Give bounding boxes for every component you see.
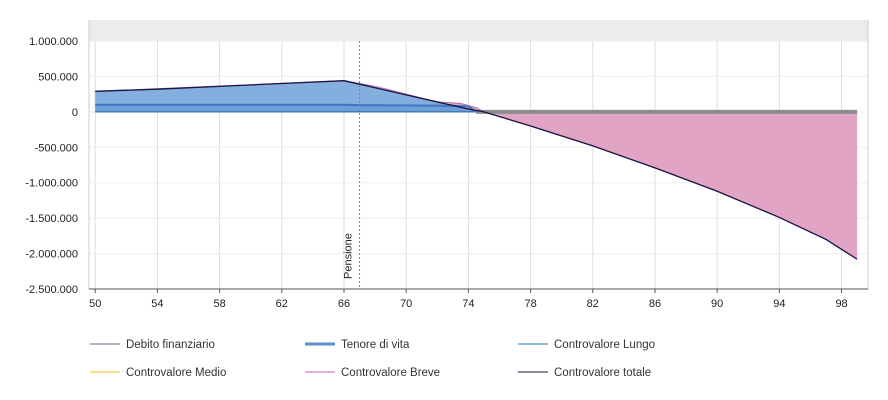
plot-header-band: [89, 20, 868, 41]
line-controvalore-totale: [95, 80, 858, 260]
y-tick-label-5: -1.500.000: [25, 213, 78, 225]
legend-label-1: Tenore di vita: [341, 339, 410, 351]
y-tick-label-4: -1.000.000: [25, 178, 78, 190]
y-tick-label-3: -500.000: [35, 142, 78, 154]
legend-label-2: Controvalore Lungo: [554, 339, 655, 351]
x-tick-label-4: 66: [338, 298, 350, 310]
area-tenore-di-vita: [95, 104, 477, 112]
line-tenore-di-vita: [95, 103, 477, 113]
legend-label-4: Controvalore Breve: [341, 367, 440, 379]
x-tick-label-5: 70: [400, 298, 412, 310]
x-tick-label-10: 90: [711, 298, 723, 310]
area-controvalore-breve: [476, 111, 858, 260]
x-tick-label-11: 94: [773, 298, 785, 310]
y-tick-label-7: -2.500.000: [25, 284, 78, 296]
x-tick-label-6: 74: [462, 298, 474, 310]
y-tick-label-6: -2.000.000: [25, 249, 78, 261]
x-tick-label-1: 54: [151, 298, 163, 310]
retirement-annotation: Pensione: [343, 41, 361, 289]
y-tick-label-0: 1.000.000: [29, 36, 78, 48]
legend-label-0: Debito finanziario: [126, 339, 215, 351]
y-tick-label-2: 0: [72, 107, 78, 119]
x-tick-label-12: 98: [835, 298, 847, 310]
legend: Debito finanziario Tenore di vita Controva…: [90, 339, 655, 379]
x-tick-label-8: 82: [587, 298, 599, 310]
x-tick-label-3: 62: [276, 298, 288, 310]
retirement-label: Pensione: [343, 233, 355, 279]
y-tick-label-1: 500.000: [38, 71, 78, 83]
series-lines: [95, 80, 858, 260]
x-tick-label-9: 86: [649, 298, 661, 310]
y-axis-ticks: 1.000.000 500.000 0 -500.000 -1.000.000 -1.50…: [25, 36, 78, 296]
x-tick-label-7: 78: [524, 298, 536, 310]
x-axis-ticks: 50 54 58 62 66 70 74 78 82 86 90 94 98: [89, 289, 848, 310]
x-tick-label-0: 50: [89, 298, 101, 310]
x-tick-label-2: 58: [213, 298, 225, 310]
legend-label-5: Controvalore totale: [554, 367, 651, 379]
legend-label-3: Controvalore Medio: [126, 367, 226, 379]
